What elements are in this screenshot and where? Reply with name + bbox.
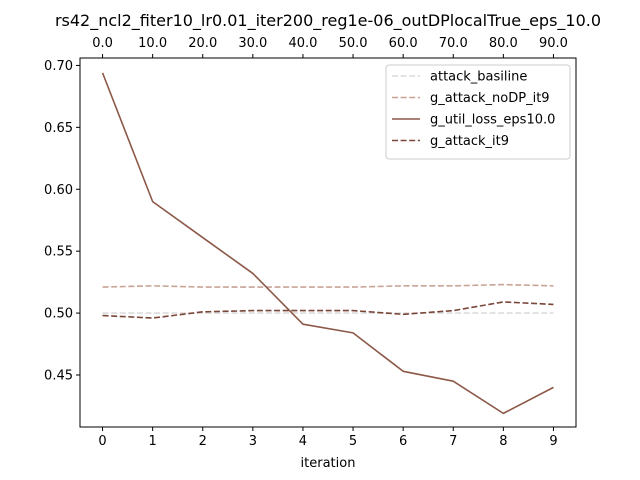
top-x-tick-label: 70.0 [439,36,468,51]
chart-title: rs42_ncl2_fiter10_lr0.01_iter200_reg1e-0… [55,11,601,31]
y-tick-label: 0.55 [44,245,73,260]
legend-label: g_attack_it9 [430,134,509,149]
top-x-tick-label: 20.0 [188,36,217,51]
legend-box [385,64,571,160]
plot-frame [79,57,577,428]
series-line-g_attack_noDP_it9 [102,283,554,288]
legend: attack_basiline g_attack_noDP_it9 g_util_l… [385,64,571,160]
top-x-tick-label: 80.0 [489,36,518,51]
top-x-tick-label: 60.0 [389,36,418,51]
y-tick-label: 0.65 [44,121,73,136]
legend-label: attack_basiline [430,70,527,85]
y-tick-label: 0.70 [44,59,73,74]
top-x-tick-label: 50.0 [339,36,368,51]
x-tick-label: 1 [149,434,157,449]
x-tick-label: 8 [499,434,507,449]
x-tick-label: 9 [549,434,557,449]
y-tick-label: 0.50 [44,307,73,322]
top-x-tick-label: 10.0 [138,36,167,51]
x-tick-label: 4 [299,434,307,449]
plot-area: 0 1 2 3 4 5 6 7 8 90.0 10.0 20.0 30.0 40.0 50.0 60.0 70.… [44,36,577,449]
top-x-tick-label: 30.0 [238,36,267,51]
x-tick-label: 2 [199,434,207,449]
x-tick-label: 3 [249,434,257,449]
x-tick-label: 6 [399,434,407,449]
y-tick-label: 0.45 [44,368,73,383]
x-tick-label: 7 [449,434,457,449]
x-tick-label: 0 [98,434,106,449]
top-x-tick-label: 40.0 [288,36,317,51]
series-line-g_util_loss_eps10.0 [101,72,554,415]
series-line-g_attack_it9 [102,301,554,319]
x-axis-label: iteration [301,456,356,471]
legend-label: g_util_loss_eps10.0 [430,113,555,128]
legend-label: g_attack_noDP_it9 [430,91,550,106]
x-tick-label: 5 [349,434,357,449]
y-tick-label: 0.60 [44,183,73,198]
top-x-tick-label: 90.0 [539,36,568,51]
top-x-tick-label: 0.0 [92,36,113,51]
